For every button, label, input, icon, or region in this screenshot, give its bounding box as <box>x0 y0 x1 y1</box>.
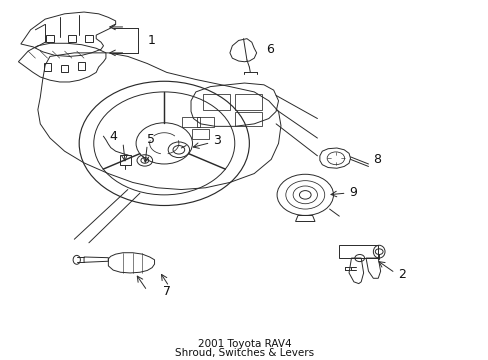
Bar <box>203 94 229 110</box>
Bar <box>68 35 76 41</box>
Text: 1: 1 <box>147 34 155 47</box>
Text: 2: 2 <box>397 268 405 281</box>
Text: 5: 5 <box>146 133 154 146</box>
Text: 8: 8 <box>372 153 381 166</box>
Bar <box>119 155 131 165</box>
Bar <box>234 94 261 110</box>
Bar <box>46 35 54 41</box>
Text: Shroud, Switches & Levers: Shroud, Switches & Levers <box>175 348 313 358</box>
Bar <box>85 35 93 41</box>
Bar <box>61 64 68 72</box>
Text: 9: 9 <box>348 185 356 198</box>
Bar <box>339 245 377 258</box>
Bar <box>234 112 261 126</box>
Text: 6: 6 <box>266 43 274 56</box>
Bar <box>197 117 214 127</box>
Bar <box>192 129 209 139</box>
Text: 7: 7 <box>163 285 170 298</box>
Text: 4: 4 <box>109 130 117 144</box>
Text: 2001 Toyota RAV4: 2001 Toyota RAV4 <box>197 339 291 349</box>
Bar <box>44 63 51 71</box>
Bar <box>78 62 85 70</box>
Text: 3: 3 <box>212 134 220 147</box>
Bar <box>182 117 200 127</box>
